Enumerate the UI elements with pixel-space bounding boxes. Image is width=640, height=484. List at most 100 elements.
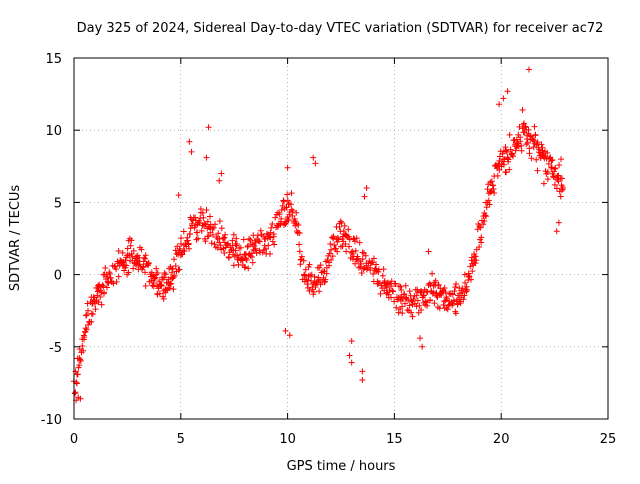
data-point bbox=[420, 292, 427, 299]
data-point bbox=[348, 338, 355, 345]
data-point bbox=[457, 300, 464, 307]
data-point bbox=[355, 264, 362, 271]
data-point bbox=[427, 281, 434, 288]
data-point bbox=[286, 332, 293, 339]
data-point bbox=[346, 243, 353, 250]
data-point bbox=[194, 229, 201, 236]
data-point bbox=[121, 267, 128, 274]
data-point bbox=[487, 188, 494, 195]
data-point bbox=[289, 212, 296, 219]
data-point bbox=[176, 245, 183, 252]
data-point bbox=[399, 310, 406, 317]
data-point bbox=[450, 297, 457, 304]
data-point bbox=[79, 342, 86, 349]
plot-frame bbox=[73, 57, 609, 420]
data-point bbox=[278, 215, 285, 222]
data-point bbox=[426, 280, 433, 287]
data-point bbox=[363, 184, 370, 191]
data-point bbox=[559, 175, 566, 182]
data-point bbox=[358, 270, 365, 277]
data-point bbox=[179, 251, 186, 258]
data-point bbox=[500, 95, 507, 102]
data-point bbox=[495, 162, 502, 169]
data-point bbox=[200, 214, 207, 221]
y-tick-label: 10 bbox=[45, 124, 62, 139]
data-point bbox=[202, 238, 209, 245]
data-point bbox=[388, 278, 395, 285]
data-point bbox=[388, 294, 395, 301]
data-point bbox=[489, 182, 496, 189]
data-point bbox=[359, 256, 366, 263]
data-point bbox=[526, 150, 533, 157]
data-point bbox=[185, 241, 192, 248]
data-point bbox=[558, 187, 565, 194]
data-point bbox=[559, 184, 566, 191]
data-point bbox=[252, 245, 259, 252]
data-point bbox=[162, 271, 169, 278]
data-point bbox=[329, 253, 336, 260]
data-point bbox=[524, 139, 531, 146]
data-point bbox=[186, 138, 193, 145]
data-point bbox=[99, 282, 106, 289]
data-point bbox=[418, 307, 425, 314]
data-point bbox=[416, 302, 423, 309]
data-point bbox=[483, 204, 490, 211]
data-point bbox=[83, 311, 90, 318]
data-point bbox=[343, 248, 350, 255]
data-point bbox=[300, 257, 307, 264]
data-point bbox=[356, 239, 363, 246]
data-point bbox=[512, 147, 519, 154]
data-point bbox=[399, 296, 406, 303]
data-point bbox=[209, 225, 216, 232]
data-point bbox=[217, 242, 224, 249]
data-point bbox=[130, 265, 137, 272]
data-point bbox=[309, 286, 316, 293]
data-point bbox=[419, 343, 426, 350]
data-point bbox=[123, 262, 130, 269]
data-points bbox=[70, 66, 566, 404]
data-point bbox=[352, 260, 359, 267]
data-point bbox=[282, 221, 289, 228]
data-point bbox=[263, 245, 270, 252]
data-point bbox=[327, 241, 334, 248]
data-point bbox=[176, 266, 183, 273]
data-point bbox=[77, 395, 84, 402]
data-point bbox=[304, 284, 311, 291]
data-point bbox=[82, 325, 89, 332]
data-point bbox=[544, 168, 551, 175]
data-point bbox=[528, 155, 535, 162]
data-point bbox=[169, 265, 176, 272]
data-point bbox=[353, 235, 360, 242]
data-point bbox=[393, 304, 400, 311]
data-point bbox=[184, 234, 191, 241]
data-point bbox=[521, 120, 528, 127]
data-point bbox=[478, 234, 485, 241]
data-point bbox=[464, 286, 471, 293]
data-point bbox=[332, 245, 339, 252]
data-point bbox=[296, 248, 303, 255]
data-point bbox=[516, 123, 523, 130]
data-point bbox=[308, 277, 315, 284]
data-point bbox=[218, 170, 225, 177]
data-point bbox=[215, 230, 222, 237]
data-point bbox=[95, 299, 102, 306]
data-point bbox=[142, 255, 149, 262]
data-point bbox=[212, 221, 219, 228]
data-point bbox=[432, 277, 439, 284]
data-point bbox=[359, 249, 366, 256]
data-point bbox=[203, 154, 210, 161]
data-point bbox=[175, 192, 182, 199]
data-point bbox=[535, 149, 542, 156]
data-point bbox=[203, 206, 210, 213]
data-point bbox=[216, 177, 223, 184]
data-point bbox=[548, 157, 555, 164]
data-point bbox=[449, 291, 456, 298]
data-point bbox=[220, 235, 227, 242]
data-point bbox=[283, 204, 290, 211]
data-point bbox=[341, 222, 348, 229]
data-point bbox=[124, 245, 131, 252]
data-point bbox=[534, 167, 541, 174]
data-point bbox=[423, 299, 430, 306]
data-point bbox=[402, 300, 409, 307]
data-point bbox=[330, 235, 337, 242]
